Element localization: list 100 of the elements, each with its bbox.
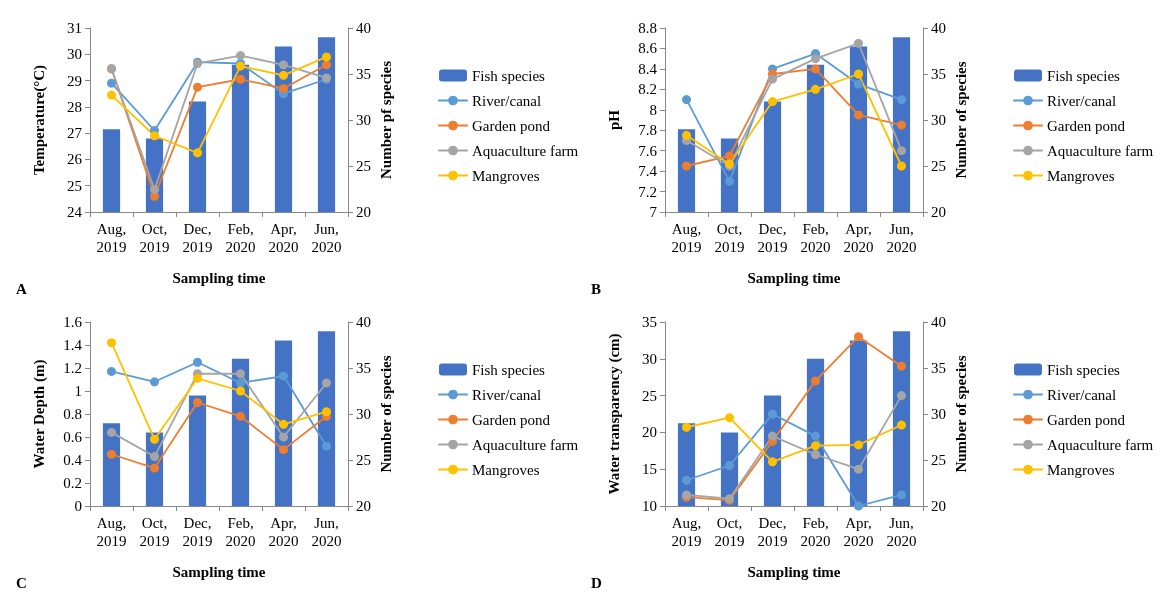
y-tick-label: 10 (642, 498, 657, 514)
y-tick-label: 0.4 (63, 452, 83, 468)
legend-label: Garden pond (1047, 411, 1126, 428)
y2-tick-label: 25 (356, 452, 371, 468)
point (107, 338, 116, 348)
legend-label: Aquaculture farm (1047, 142, 1154, 159)
point (854, 38, 863, 48)
point (236, 378, 245, 388)
legend-label: River/canal (1047, 92, 1117, 109)
point (279, 432, 288, 442)
point (854, 79, 863, 89)
x-tick-label: Feb, 2020 (225, 515, 256, 549)
y2-tick-label: 40 (931, 314, 946, 330)
x-axis-title: Sampling time (172, 563, 266, 580)
point (854, 332, 863, 342)
x-tick-label: Dec, 2019 (757, 515, 788, 549)
x-axis-title: Sampling time (747, 563, 841, 580)
point (854, 440, 863, 450)
legend-label: Mangroves (1047, 167, 1115, 184)
y2-tick-label: 35 (356, 66, 371, 82)
point (811, 449, 820, 459)
point (725, 151, 734, 161)
x-tick-label: Jun, 2020 (311, 221, 342, 255)
legend-label: Aquaculture farm (472, 142, 579, 159)
y2-tick-label: 25 (931, 452, 946, 468)
legend-label: Fish species (1047, 67, 1121, 84)
x-tick-label: Feb, 2020 (800, 515, 831, 549)
point (811, 84, 820, 94)
y-axis-title: Temperature(°C) (30, 64, 48, 176)
legend-label: River/canal (472, 386, 542, 403)
y-tick-label: 0 (74, 498, 82, 514)
point (193, 82, 202, 92)
legend-label: Garden pond (472, 117, 551, 134)
point (854, 69, 863, 79)
x-tick-label: Dec, 2019 (757, 221, 788, 255)
y-tick-label: 25 (67, 177, 82, 194)
point (811, 441, 820, 451)
point (725, 413, 734, 423)
x-tick-label: Oct, 2019 (714, 221, 745, 255)
point (768, 409, 777, 419)
point (150, 377, 159, 387)
text: D (591, 574, 602, 591)
point (236, 51, 245, 61)
point (150, 131, 159, 141)
y-tick-label: 7.8 (638, 122, 657, 139)
y2-tick-label: 30 (931, 406, 946, 422)
point (107, 90, 116, 100)
point (279, 371, 288, 381)
x-tick-label: Jun, 2020 (886, 515, 917, 549)
x-axis-title: Sampling time (172, 269, 266, 286)
point (279, 83, 288, 93)
x-tick-label: Aug, 2019 (671, 221, 702, 255)
y2-tick-label: 35 (356, 360, 371, 376)
point (897, 420, 906, 430)
y-tick-label: 1.4 (63, 337, 83, 353)
point (150, 434, 159, 444)
point (897, 361, 906, 371)
x-tick-label: Aug, 2019 (96, 221, 127, 255)
y-axis-title: pH (605, 109, 622, 131)
point (854, 501, 863, 511)
legend-label: Garden pond (1047, 117, 1126, 134)
point (107, 366, 116, 376)
text: A (16, 280, 27, 297)
x-tick-label: Oct, 2019 (139, 515, 170, 549)
y-tick-label: 15 (642, 461, 657, 478)
y-tick-label: 31 (67, 20, 82, 36)
point (150, 185, 159, 195)
y2-tick-label: 25 (356, 158, 371, 174)
legend-label: Fish species (472, 67, 546, 84)
point (322, 60, 331, 70)
x-tick-label: Dec, 2019 (182, 221, 213, 255)
y2-tick-label: 20 (356, 204, 371, 220)
point (107, 427, 116, 437)
x-tick-label: Aug, 2019 (671, 515, 702, 549)
point (193, 398, 202, 407)
point (322, 407, 331, 417)
legend-label: Mangroves (1047, 461, 1115, 478)
point (811, 64, 820, 74)
y-tick-label: 25 (642, 387, 657, 404)
y2-tick-label: 40 (356, 314, 371, 330)
point (811, 54, 820, 64)
point (897, 146, 906, 156)
point (682, 161, 691, 171)
y2-tick-label: 25 (931, 158, 946, 174)
x-tick-label: Dec, 2019 (182, 515, 213, 549)
point (897, 391, 906, 401)
point (279, 445, 288, 455)
y2-tick-label: 35 (931, 360, 946, 376)
y-tick-label: 20 (642, 424, 657, 441)
point (768, 74, 777, 84)
point (768, 431, 777, 441)
point (279, 70, 288, 80)
point (725, 176, 734, 186)
point (279, 60, 288, 70)
y-tick-label: 1 (74, 383, 82, 399)
legend-label: River/canal (472, 92, 542, 109)
y-tick-label: 8.4 (638, 60, 658, 77)
y-tick-label: 30 (67, 46, 82, 63)
y2-axis-title: Number of species (952, 355, 969, 473)
y2-tick-label: 20 (931, 498, 946, 514)
